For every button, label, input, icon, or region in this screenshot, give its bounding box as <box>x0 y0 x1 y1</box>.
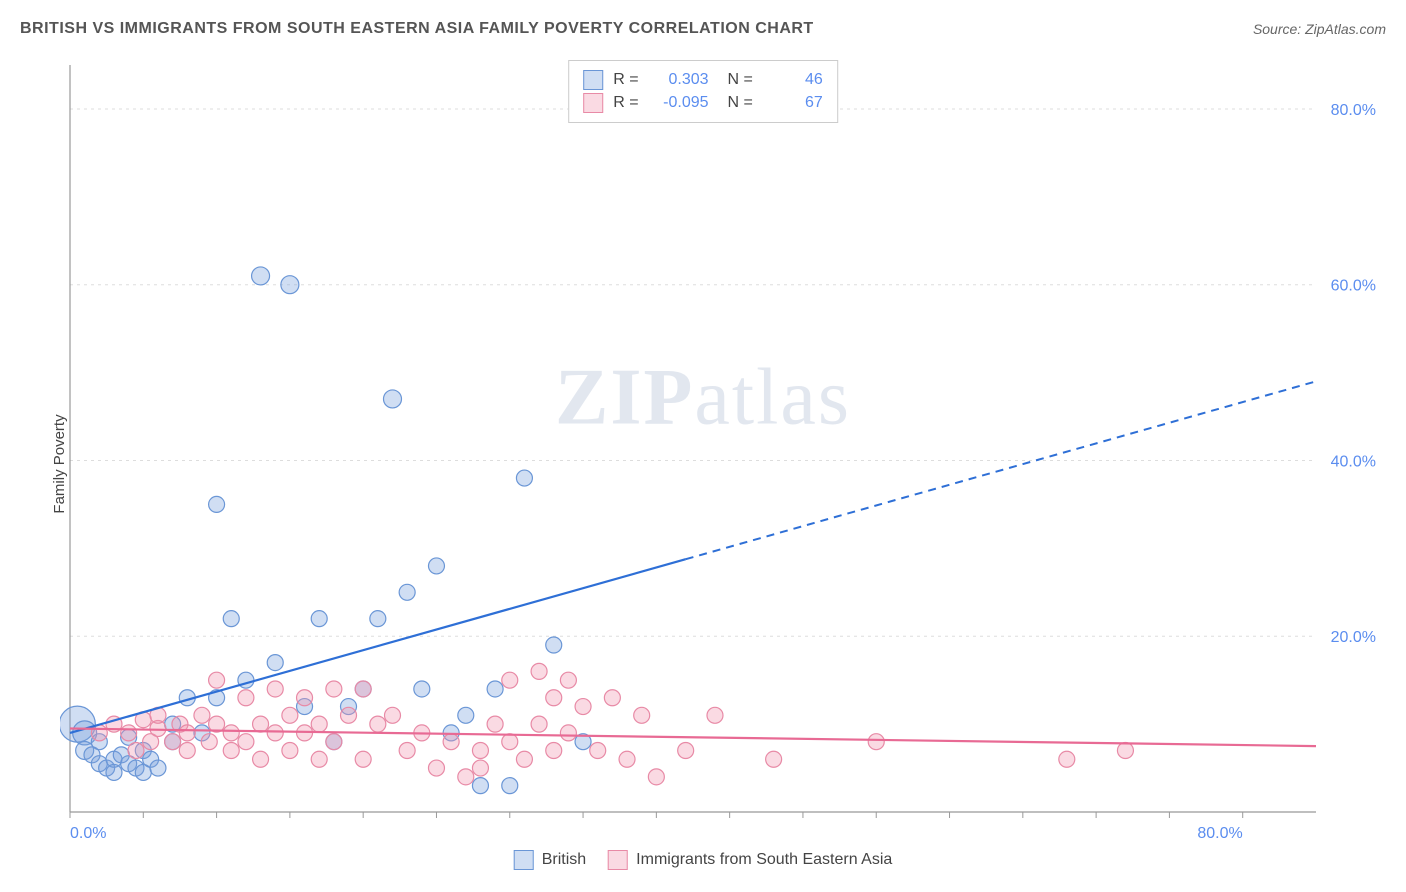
n-value: 46 <box>763 71 823 89</box>
series-label: British <box>542 851 586 869</box>
legend-row: R = 0.303 N = 46 <box>583 70 823 90</box>
series-label: Immigrants from South Eastern Asia <box>636 851 892 869</box>
svg-text:80.0%: 80.0% <box>1331 102 1376 119</box>
legend-row: R = -0.095 N = 67 <box>583 93 823 113</box>
series-legend: British Immigrants from South Eastern Asi… <box>514 850 893 870</box>
n-value: 67 <box>763 94 823 112</box>
scatter-plot: 20.0% 40.0% 60.0% 80.0% 0.0% 80.0% <box>60 55 1386 842</box>
r-label: R = <box>613 71 638 89</box>
chart-header: BRITISH VS IMMIGRANTS FROM SOUTH EASTERN… <box>20 20 1386 38</box>
chart-container: Family Poverty 20.0%40.0%60.0%80.0%0.0%8… <box>20 55 1386 872</box>
series-legend-item: Immigrants from South Eastern Asia <box>608 850 892 870</box>
chart-title: BRITISH VS IMMIGRANTS FROM SOUTH EASTERN… <box>20 20 814 38</box>
n-label: N = <box>719 71 753 89</box>
legend-swatch <box>583 93 603 113</box>
svg-text:40.0%: 40.0% <box>1331 453 1376 470</box>
svg-text:80.0%: 80.0% <box>1197 825 1242 842</box>
correlation-legend: R = 0.303 N = 46 R = -0.095 N = 67 <box>568 60 838 123</box>
svg-text:60.0%: 60.0% <box>1331 278 1376 295</box>
r-value: 0.303 <box>649 71 709 89</box>
legend-swatch <box>583 70 603 90</box>
n-label: N = <box>719 94 753 112</box>
source-label: Source: ZipAtlas.com <box>1253 21 1386 37</box>
legend-swatch <box>608 850 628 870</box>
svg-text:0.0%: 0.0% <box>70 825 106 842</box>
r-value: -0.095 <box>649 94 709 112</box>
series-legend-item: British <box>514 850 586 870</box>
r-label: R = <box>613 94 638 112</box>
svg-text:20.0%: 20.0% <box>1331 629 1376 646</box>
legend-swatch <box>514 850 534 870</box>
